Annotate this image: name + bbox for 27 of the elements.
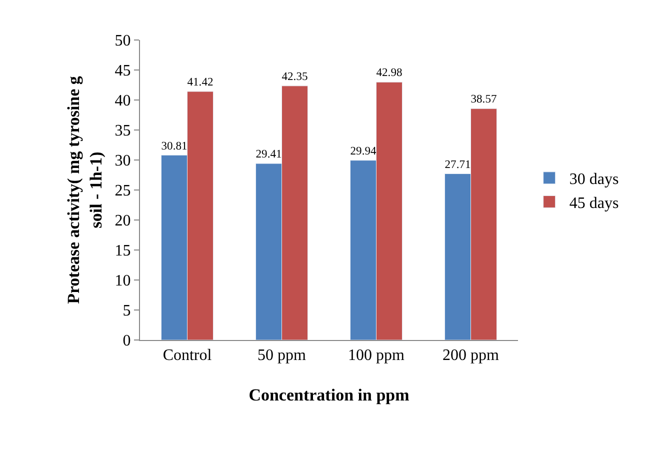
y-tick-label: 0 (122, 332, 131, 350)
y-tick-label: 10 (114, 272, 131, 290)
legend-label: 45 days (569, 194, 619, 212)
y-tick-label: 30 (114, 152, 131, 170)
y-tick-label: 45 (114, 62, 131, 80)
y-tick-label: 25 (114, 182, 131, 200)
data-label: 42.35 (282, 71, 308, 84)
y-axis-title: Protease activity( mg tyrosine g soil - 1h-1) (64, 76, 106, 304)
legend-label: 30 days (569, 171, 619, 188)
data-label: 42.98 (376, 67, 402, 80)
y-tick-label: 50 (114, 32, 131, 50)
y-tick-label: 20 (114, 212, 131, 230)
data-label: 29.41 (256, 148, 282, 161)
data-label: 30.81 (161, 140, 188, 152)
data-label: 27.71 (444, 158, 471, 171)
y-tick-label: 35 (114, 122, 131, 140)
data-label: 29.94 (350, 145, 376, 158)
y-tick-label: 15 (114, 242, 131, 260)
x-tick-label: Control (162, 347, 212, 364)
x-tick-label: 50 ppm (258, 347, 307, 364)
y-tick-label: 40 (114, 92, 131, 110)
x-tick-label: 100 ppm (348, 347, 406, 364)
data-label: 41.42 (187, 76, 214, 89)
data-label: 38.57 (470, 94, 497, 106)
x-axis-title: Concentration in ppm (248, 386, 410, 405)
y-tick-label: 5 (122, 302, 131, 320)
x-tick-label: 200 ppm (442, 347, 500, 364)
